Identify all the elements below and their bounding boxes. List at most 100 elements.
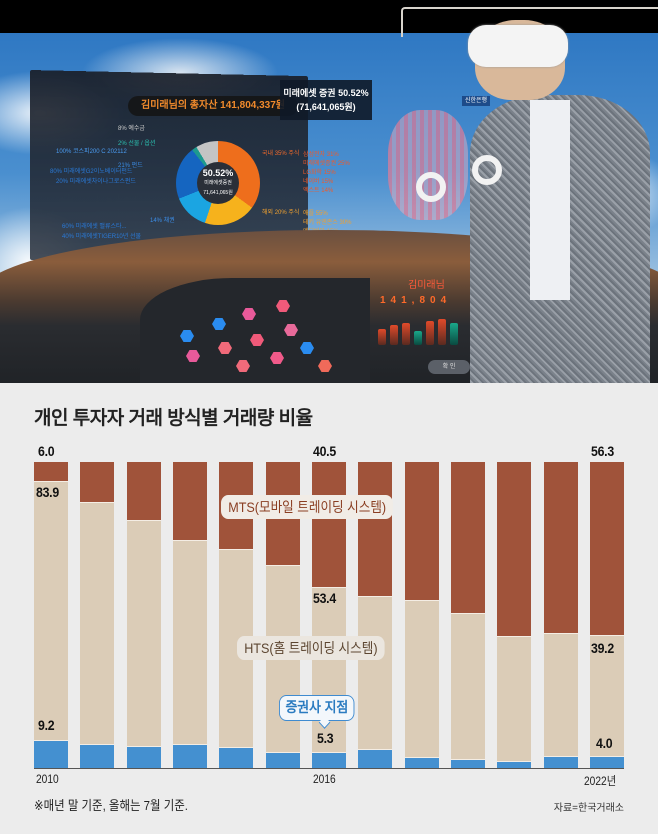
asset-counter: 141,804 — [380, 295, 452, 306]
legend-detail-2: 80% 미래에셋G2이노베이터펀드 — [50, 169, 133, 175]
legend-deposit: 8% 예수금 — [118, 126, 145, 132]
segment-branch — [312, 751, 346, 768]
legend-detail-3: 20% 미래에셋차이나그로스펀드 — [56, 179, 136, 185]
segment-mts — [497, 462, 532, 637]
hex-button-icon — [186, 350, 200, 362]
segment-branch — [80, 744, 115, 768]
legend-fund: 21% 펀드 — [118, 163, 143, 169]
bar-2012 — [126, 462, 161, 768]
segment-mts — [543, 462, 578, 634]
segment-hts — [451, 612, 485, 760]
label-hts-2022: 39.2 — [591, 640, 614, 656]
segment-hts — [80, 502, 115, 745]
segment-hts — [404, 600, 439, 757]
stacked-bar-chart — [34, 462, 624, 768]
counter-user-name: 김미래님 — [408, 280, 445, 291]
vr-controller-right — [472, 155, 502, 185]
segment-mts — [358, 462, 393, 597]
side-bank-tag: 신한은행 — [462, 96, 491, 106]
bar-2016 — [312, 462, 346, 768]
segment-branch — [126, 745, 161, 768]
segment-branch — [34, 739, 68, 768]
label-branch-2022: 4.0 — [596, 735, 613, 751]
vr-dashboard — [140, 278, 370, 383]
mini-bar — [402, 323, 410, 345]
bar-2021 — [543, 462, 578, 768]
vr-headset — [468, 25, 568, 67]
segment-branch — [451, 759, 485, 768]
vr-controller-left — [416, 172, 446, 202]
hex-button-icon — [180, 330, 194, 342]
legend-stock-4: 네이버 15% — [303, 179, 334, 185]
segment-mts — [451, 462, 485, 613]
bar-2020 — [497, 462, 532, 768]
panel-subtitle: 미래에셋 증권 50.52% (71,641,065원) — [280, 80, 372, 120]
bar-2013 — [173, 462, 207, 768]
photo-frame-edge — [401, 7, 658, 37]
bar-2019 — [451, 462, 485, 768]
mini-bar — [390, 325, 398, 345]
legend-stock-2: 미래에셋증권 25% — [303, 161, 350, 167]
hex-button-icon — [236, 360, 250, 372]
segment-hts — [173, 540, 207, 745]
segment-branch — [590, 755, 624, 768]
x-tick-2010: 2010 — [36, 772, 59, 786]
hex-button-icon — [284, 324, 298, 336]
vr-trading-photo: 김미래님의 총자산 141,804,337원 미래에셋 증권 50.52% (7… — [0, 0, 658, 383]
segment-branch — [358, 749, 393, 768]
holographic-chart-ring — [388, 110, 468, 220]
segment-hts — [497, 636, 532, 761]
panel-subtitle-line1: 미래에셋 증권 50.52% — [283, 88, 369, 98]
label-hts-2016: 53.4 — [313, 590, 336, 606]
legend-stock-7: 테키 유엔존스 30% — [303, 220, 352, 226]
bar-2011 — [80, 462, 115, 768]
legend-detail-4: 60% 미래에셋 밸류스타... — [62, 224, 127, 230]
hex-button-icon — [276, 300, 290, 312]
segment-branch — [219, 746, 254, 768]
legend-stock-6: 애플 55% — [303, 211, 328, 217]
person-shirt — [530, 100, 570, 300]
segment-mts — [590, 462, 624, 636]
legend-stock-5: 엑스트 14% — [303, 188, 334, 194]
legend-domestic-stock: 국내 35% 주식 — [262, 151, 300, 157]
donut-center-label: 50.52% 미래에셋증권 71,641,065원 — [193, 168, 243, 198]
hex-button-icon — [242, 308, 256, 320]
segment-mts — [404, 462, 439, 600]
segment-branch — [497, 760, 532, 768]
mini-bar — [450, 323, 458, 345]
donut-center-sub1: 미래에셋증권 — [204, 180, 232, 186]
segment-mts — [173, 462, 207, 541]
label-mts-2010: 6.0 — [38, 443, 55, 459]
x-tick-2022: 2022년 — [584, 774, 617, 788]
x-axis-line — [34, 768, 624, 769]
hex-button-icon — [318, 360, 332, 372]
legend-stock-1: 삼성전자 31% — [303, 152, 339, 158]
mini-bar — [426, 321, 434, 345]
segment-hts — [126, 520, 161, 746]
segment-branch — [173, 744, 207, 768]
segment-mts — [126, 462, 161, 521]
source-credit: 자료=한국거래소 — [553, 803, 624, 814]
segment-mts — [80, 462, 115, 503]
panel-subtitle-line2: (71,641,065원) — [296, 102, 356, 112]
mini-bar-chart — [378, 315, 468, 345]
segment-mts — [312, 462, 346, 587]
mini-bar — [414, 331, 422, 345]
hex-button-icon — [218, 342, 232, 354]
segment-hts — [358, 596, 393, 750]
legend-futures: 2% 선물 / 옵션 — [118, 141, 156, 147]
segment-branch — [543, 756, 578, 768]
bar-2022 — [590, 462, 624, 768]
hex-button-icon — [250, 334, 264, 346]
hex-button-icon — [270, 352, 284, 364]
label-branch-2010: 9.2 — [38, 717, 55, 733]
hex-button-icon — [212, 318, 226, 330]
legend-detail-1: 100% 코스피200 C 202112 — [56, 149, 127, 155]
chart-title: 개인 투자자 거래 방식별 거래량 비율 — [34, 408, 313, 429]
segment-mts — [34, 462, 68, 481]
legend-callout-mts: MTS(모바일 트레이딩 시스템) — [221, 495, 394, 519]
mini-bar — [438, 319, 446, 345]
mini-bar — [378, 329, 386, 345]
x-tick-2016: 2016 — [313, 772, 336, 786]
legend-detail-5: 40% 미래에셋TIGER10년 선물 — [62, 234, 141, 240]
